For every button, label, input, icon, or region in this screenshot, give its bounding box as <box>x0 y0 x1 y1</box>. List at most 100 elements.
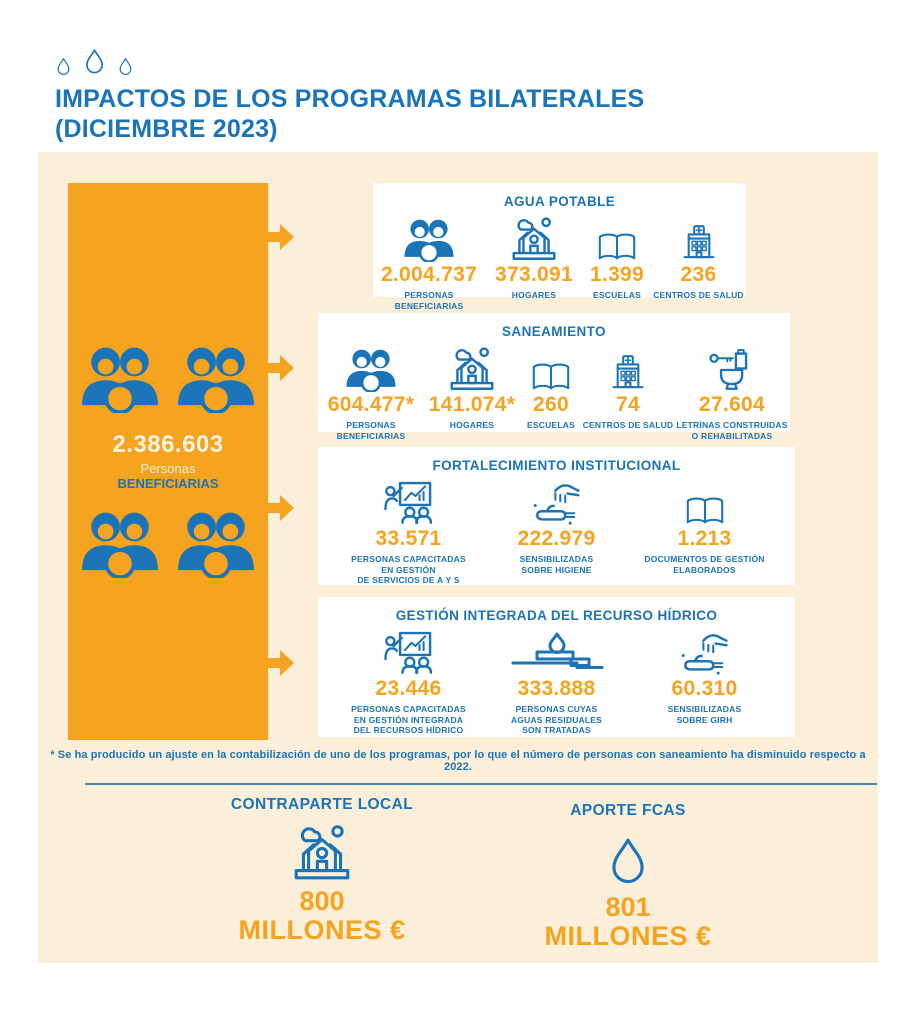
stat-label: SENSIBILIZADAS SOBRE GIRH <box>667 704 742 725</box>
stat-label: ESCUELAS <box>593 290 641 300</box>
funding-value: 800 <box>299 886 345 916</box>
training-icon <box>383 629 435 676</box>
stat-label: CENTROS DE SALUD <box>653 290 744 300</box>
stat-value: 141.074* <box>428 393 516 416</box>
stat-item: 60.310 SENSIBILIZADAS SOBRE GIRH <box>632 626 777 736</box>
infographic-canvas: 2.386.603 Personas BENEFICIARIAS AGUA PO… <box>38 152 878 963</box>
handwash-icon <box>530 480 584 526</box>
stat-item: 373.091 HOGARES <box>485 212 583 311</box>
page-title-line2: (DICIEMBRE 2023) <box>55 115 278 143</box>
stat-value: 27.604 <box>698 393 766 416</box>
stat-value: 604.477* <box>327 393 415 416</box>
open-book-icon <box>595 231 639 262</box>
people-group-icon <box>343 348 399 392</box>
stat-item: 74 CENTROS DE SALUD <box>582 342 674 441</box>
stat-value: 60.310 <box>671 677 738 700</box>
stat-label: PERSONAS BENEFICIARIAS <box>336 420 406 441</box>
house-icon <box>508 215 560 262</box>
arrow-right-icon <box>267 492 295 524</box>
stat-item: 33.571 PERSONAS CAPACITADAS EN GESTIÓN D… <box>336 476 481 586</box>
stat-value: 260 <box>533 393 569 416</box>
panel-gestion-integrada: GESTIÓN INTEGRADA DEL RECURSO HÍDRICO 23… <box>318 597 795 737</box>
stat-item: 2.004.737 PERSONAS BENEFICIARIAS <box>373 212 485 311</box>
people-group-icon <box>401 218 457 262</box>
page-title: IMPACTOS DE LOS PROGRAMAS BILATERALES (D… <box>55 84 675 144</box>
arrow-right-icon <box>267 221 295 253</box>
wastewater-treatment-icon <box>509 628 605 676</box>
beneficiaries-label: Personas <box>140 461 196 477</box>
stat-value: 2.004.737 <box>380 263 478 286</box>
stat-label: PERSONAS CUYAS AGUAS RESIDUALES SON TRAT… <box>510 704 603 735</box>
funding-unit: MILLONES € <box>238 915 406 945</box>
stat-row: 33.571 PERSONAS CAPACITADAS EN GESTIÓN D… <box>318 476 795 586</box>
open-book-icon <box>529 361 573 392</box>
header-water-drops <box>54 44 135 80</box>
stat-item: 1.399 ESCUELAS <box>583 212 651 311</box>
stat-value: 222.979 <box>517 527 596 550</box>
stat-item: 23.446 PERSONAS CAPACITADAS EN GESTIÓN I… <box>336 626 481 736</box>
stat-item: 260 ESCUELAS <box>520 342 582 441</box>
panel-saneamiento: SANEAMIENTO 604.477* PERSONAS BENEFICIAR… <box>318 313 790 441</box>
stat-label: DOCUMENTOS DE GESTIÓN ELABORADOS <box>644 554 765 575</box>
stat-label: PERSONAS CAPACITADAS EN GESTIÓN DE SERVI… <box>351 554 466 585</box>
latrine-icon <box>707 348 757 392</box>
house-icon <box>446 345 498 392</box>
health-center-icon <box>606 352 650 392</box>
stat-label: CENTROS DE SALUD <box>582 420 674 430</box>
stat-label: SENSIBILIZADAS SOBRE HIGIENE <box>519 554 594 575</box>
people-group-icon <box>77 345 163 413</box>
stat-row: 23.446 PERSONAS CAPACITADAS EN GESTIÓN I… <box>318 626 795 736</box>
footnote: * Se ha producido un ajuste en la contab… <box>50 749 866 773</box>
stat-item: 604.477* PERSONAS BENEFICIARIAS <box>318 342 424 441</box>
beneficiaries-label-bold: BENEFICIARIAS <box>117 476 219 492</box>
funding-title: CONTRAPARTE LOCAL <box>230 796 414 813</box>
funding-unit: MILLONES € <box>544 921 712 951</box>
panel-title: AGUA POTABLE <box>503 194 616 209</box>
stat-label: PERSONAS CAPACITADAS EN GESTIÓN INTEGRAD… <box>351 704 466 735</box>
stat-item: 1.213 DOCUMENTOS DE GESTIÓN ELABORADOS <box>632 476 777 586</box>
stat-label: ESCUELAS <box>527 420 575 430</box>
stat-value: 1.399 <box>589 263 645 286</box>
handwash-icon <box>678 630 732 676</box>
stat-item: 222.979 SENSIBILIZADAS SOBRE HIGIENE <box>487 476 627 586</box>
stat-value: 333.888 <box>517 677 596 700</box>
stat-value: 74 <box>616 393 640 416</box>
funding-contraparte-local: CONTRAPARTE LOCAL 800 MILLONES € <box>172 796 472 945</box>
stat-value: 236 <box>680 263 717 286</box>
water-drop-icon <box>603 836 653 888</box>
stat-value: 23.446 <box>375 677 442 700</box>
health-center-icon <box>677 222 721 262</box>
panel-title: GESTIÓN INTEGRADA DEL RECURSO HÍDRICO <box>395 608 718 623</box>
stat-row: 2.004.737 PERSONAS BENEFICIARIAS 373.091… <box>373 212 746 311</box>
people-icons-row <box>77 345 259 413</box>
people-group-icon <box>173 510 259 578</box>
people-group-icon <box>77 510 163 578</box>
page-title-line1: IMPACTOS DE LOS PROGRAMAS BILATERALES <box>55 85 645 113</box>
open-book-icon <box>683 495 727 526</box>
funding-aporte-fcas: APORTE FCAS 801 MILLONES € <box>478 802 778 951</box>
stat-label: LETRINAS CONSTRUIDAS O REHABILITADAS <box>676 420 788 441</box>
panel-title: FORTALECIMIENTO INSTITUCIONAL <box>432 458 681 473</box>
funding-value: 801 <box>605 892 651 922</box>
stat-value: 373.091 <box>494 263 573 286</box>
stat-item: 236 CENTROS DE SALUD <box>651 212 746 311</box>
arrow-right-icon <box>267 647 295 679</box>
stat-item: 27.604 LETRINAS CONSTRUIDAS O REHABILITA… <box>674 342 790 441</box>
beneficiaries-total: 2.386.603 Personas BENEFICIARIAS <box>112 431 223 492</box>
water-drop-icon <box>116 54 135 80</box>
panel-fortalecimiento-institucional: FORTALECIMIENTO INSTITUCIONAL 33.571 PER… <box>318 447 795 585</box>
stat-label: HOGARES <box>511 290 557 300</box>
stat-item: 141.074* HOGARES <box>424 342 520 441</box>
stat-label: PERSONAS BENEFICIARIAS <box>394 290 464 311</box>
panel-agua-potable: AGUA POTABLE 2.004.737 PERSONAS BENEFICI… <box>373 183 746 311</box>
people-group-icon <box>173 345 259 413</box>
stat-value: 1.213 <box>677 527 732 550</box>
stat-label: HOGARES <box>449 420 495 430</box>
stat-item: 333.888 PERSONAS CUYAS AGUAS RESIDUALES … <box>487 626 627 736</box>
funding-title: APORTE FCAS <box>570 802 686 819</box>
house-icon <box>289 822 355 882</box>
beneficiaries-box: 2.386.603 Personas BENEFICIARIAS <box>68 183 268 740</box>
stat-row: 604.477* PERSONAS BENEFICIARIAS 141.074*… <box>318 342 790 441</box>
training-icon <box>383 479 435 526</box>
